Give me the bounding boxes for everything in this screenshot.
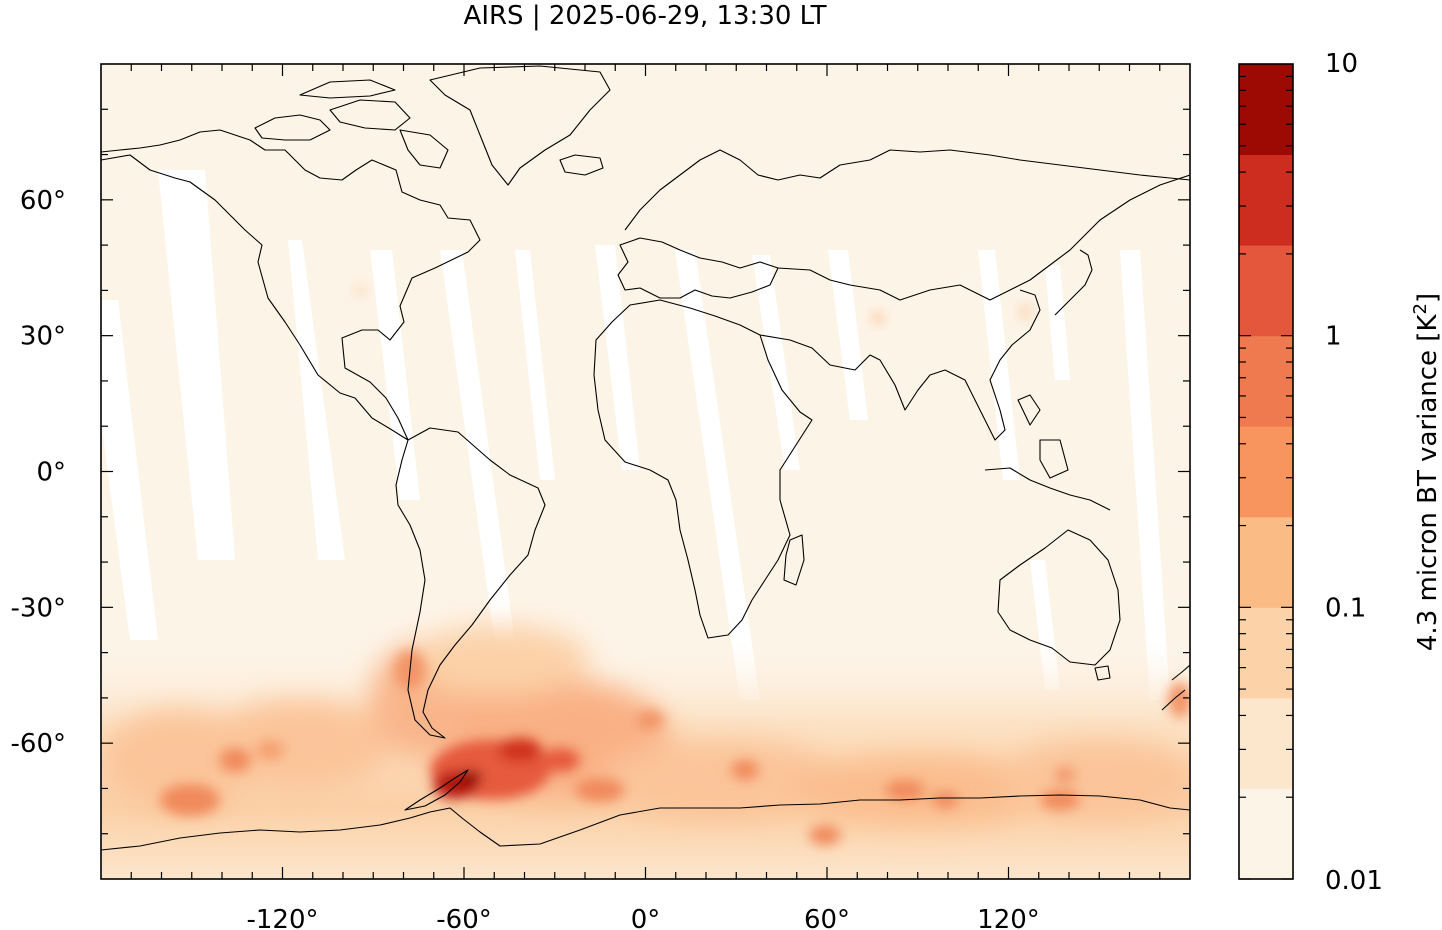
x-tick-label: -120° xyxy=(246,905,318,930)
variance-hotspots xyxy=(160,284,1190,845)
y-tick-label: 0° xyxy=(36,458,66,488)
colorbar-tick-label: 0.01 xyxy=(1325,866,1383,896)
map-panel xyxy=(101,64,1190,879)
x-tick-label: 0° xyxy=(631,905,661,930)
colorbar-segment xyxy=(1239,788,1293,880)
x-tick-label: -60° xyxy=(436,905,491,930)
colorbar: 0.01 0.1 1 10 4.3 micron BT variance [K2] xyxy=(1238,49,1442,896)
y-tick-label: 60° xyxy=(20,186,66,216)
y-tick-label: -60° xyxy=(11,729,66,759)
chart-title: AIRS | 2025-06-29, 13:30 LT xyxy=(464,1,827,31)
colorbar-segment xyxy=(1239,516,1293,608)
colorbar-segment xyxy=(1239,426,1293,518)
colorbar-segment xyxy=(1239,245,1293,337)
colorbar-segment xyxy=(1239,335,1293,427)
colorbar-label: 4.3 micron BT variance [K2] xyxy=(1410,293,1442,651)
colorbar-segment xyxy=(1239,154,1293,246)
y-tick-label: -30° xyxy=(11,593,66,623)
axis-layer: -120° -60° 0° 60° 120° 60° 30° 0° -30° -60° xyxy=(11,64,1190,930)
x-tick-label: 60° xyxy=(804,905,850,930)
colorbar-label-suffix: ] xyxy=(1413,293,1442,303)
colorbar-segment xyxy=(1239,607,1293,699)
colorbar-label-superscript: 2 xyxy=(1410,303,1431,314)
swath-gaps xyxy=(101,170,1170,700)
y-tick-label: 30° xyxy=(20,322,66,352)
colorbar-tick-label: 10 xyxy=(1325,49,1358,79)
colorbar-tick-label: 0.1 xyxy=(1325,593,1366,623)
coastlines xyxy=(101,65,1190,851)
colorbar-ticks: 0.01 0.1 1 10 xyxy=(1239,49,1383,896)
colorbar-segments xyxy=(1239,64,1293,880)
colorbar-segment xyxy=(1239,697,1293,789)
colorbar-frame xyxy=(1238,63,1294,880)
x-tick-label: 120° xyxy=(977,905,1040,930)
colorbar-segment xyxy=(1239,64,1293,156)
colorbar-tick-label: 1 xyxy=(1325,322,1342,352)
